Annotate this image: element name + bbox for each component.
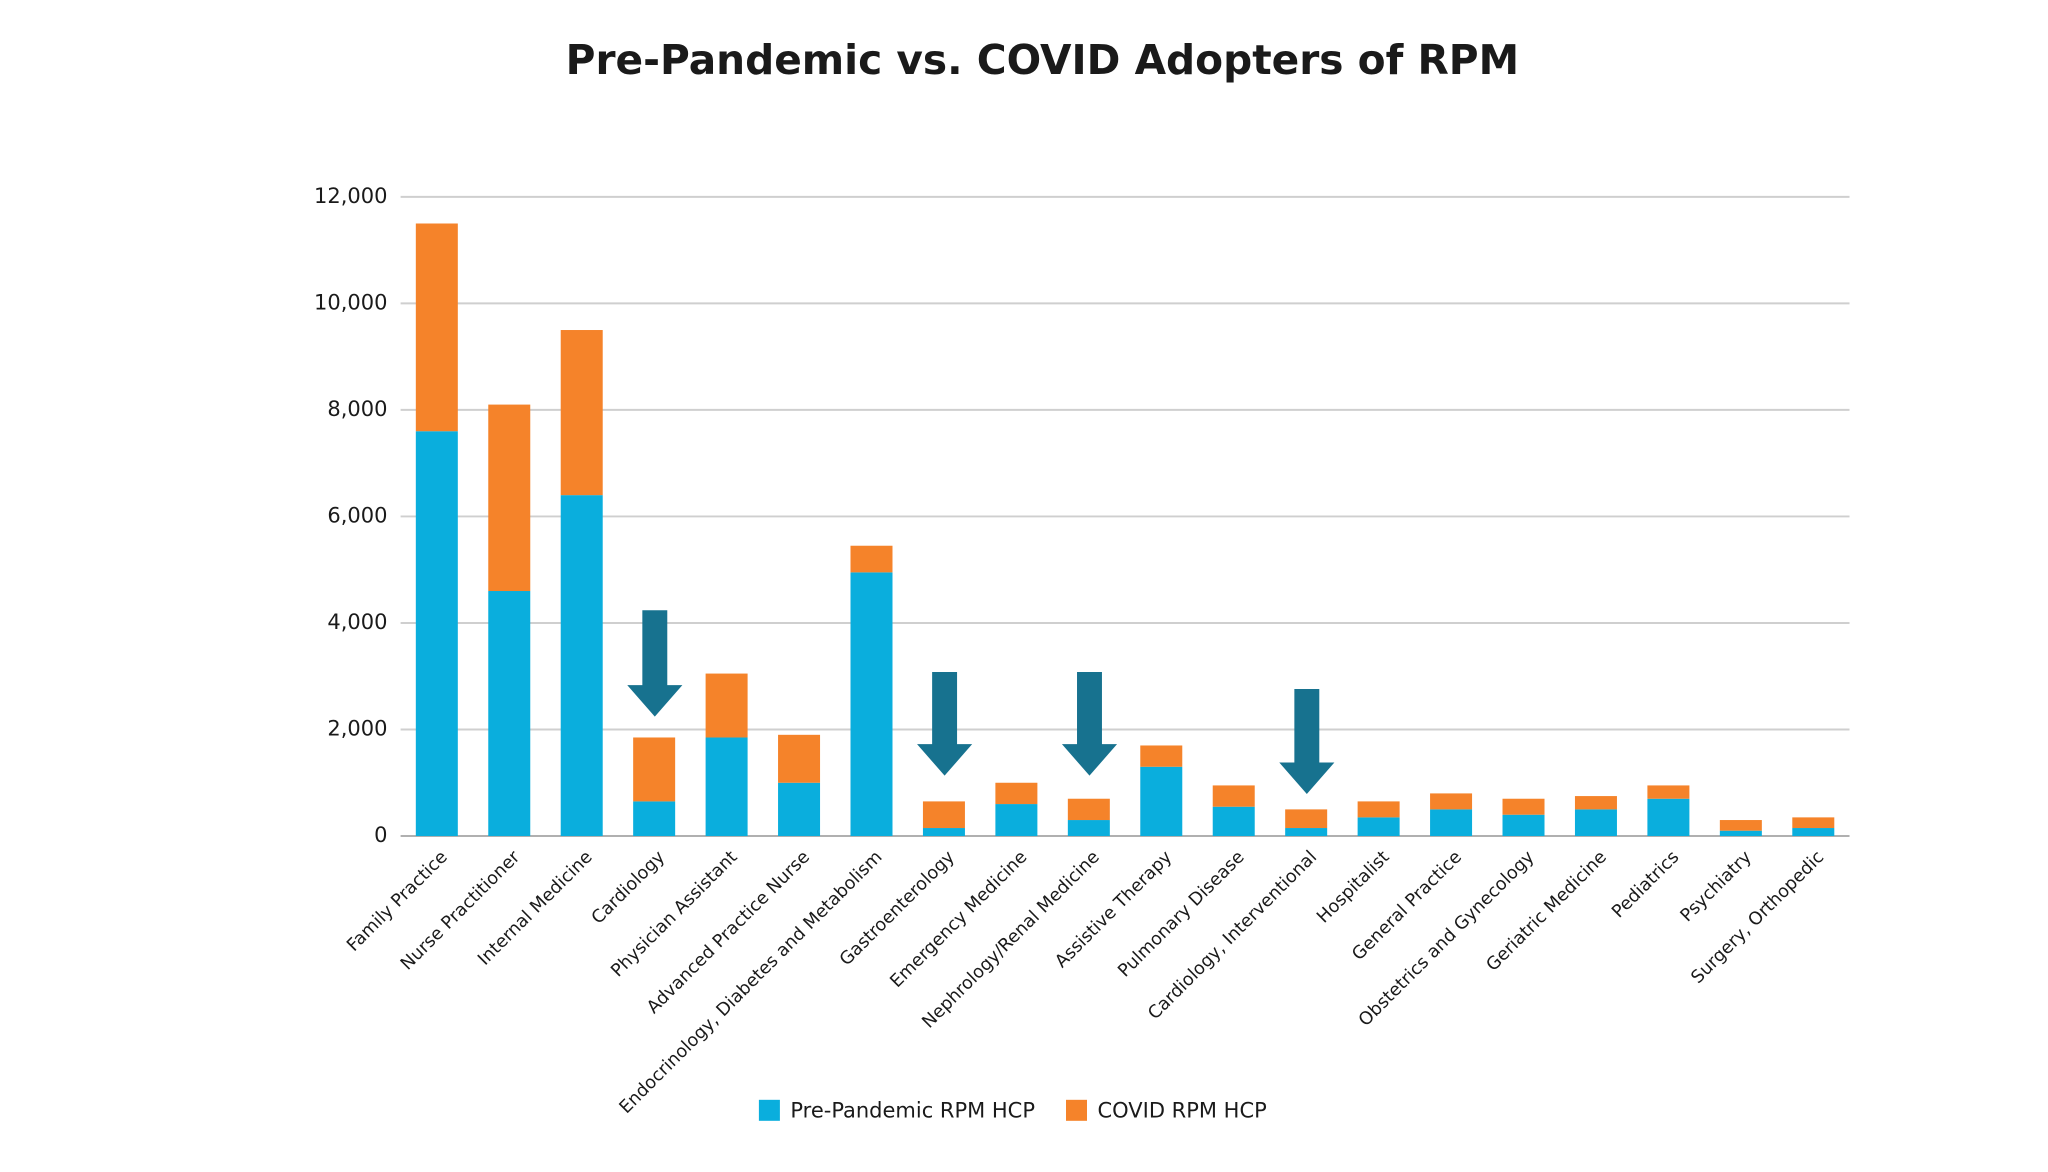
bar-segment	[415, 223, 458, 432]
bar-segment	[1285, 809, 1328, 829]
chart-title: Pre-Pandemic vs. COVID Adopters of RPM	[566, 36, 1519, 84]
bar-segment	[560, 495, 603, 837]
bar-segment	[488, 404, 531, 592]
x-tick-label: Pediatrics	[1608, 847, 1683, 922]
bar-segment	[633, 737, 676, 802]
annotation-arrow	[917, 671, 973, 776]
bar-segment	[1212, 806, 1255, 837]
x-tick-label: Surgery, Orthopedic	[1688, 847, 1829, 988]
bar-segment	[1140, 766, 1183, 837]
bar-segment	[560, 330, 603, 496]
x-tick-label: Hospitalist	[1313, 847, 1393, 927]
bar-segment	[1792, 828, 1835, 837]
legend-label: COVID RPM HCP	[1097, 1099, 1266, 1123]
bar-segment	[1140, 745, 1183, 767]
bar-segment	[1647, 798, 1690, 837]
annotation-arrow	[1061, 671, 1118, 776]
annotation-arrow	[1279, 689, 1335, 795]
bar-segment	[1357, 817, 1400, 837]
x-tick-label: Physician Assistant	[608, 847, 742, 981]
bar-segment	[633, 801, 676, 837]
bar-segment	[922, 828, 965, 837]
bar-segment	[850, 572, 893, 837]
y-tick-label: 8,000	[327, 397, 387, 421]
x-tick-label: Psychiatry	[1677, 847, 1756, 926]
y-tick-label: 4,000	[327, 610, 387, 634]
bar-segment	[1574, 796, 1617, 810]
bar-segment	[778, 734, 821, 783]
bar-segment	[1430, 793, 1473, 810]
bar-segment	[488, 591, 531, 837]
y-tick-label: 12,000	[314, 184, 387, 208]
legend-label: Pre-Pandemic RPM HCP	[790, 1099, 1035, 1123]
bar-segment	[415, 431, 458, 837]
x-tick-label: Nurse Practitioner	[397, 847, 525, 975]
bar-segment	[850, 545, 893, 573]
bar-segment	[1067, 820, 1110, 837]
legend-swatch	[1065, 1099, 1087, 1121]
x-tick-label: Endocrinology, Diabetes and Metabolism	[616, 847, 887, 1118]
bar-segment	[1067, 798, 1110, 821]
annotation-arrow	[627, 610, 683, 717]
bar-segment	[995, 782, 1038, 805]
bar-segment	[922, 801, 965, 829]
bar-segment	[1212, 785, 1255, 807]
bar-segment	[995, 804, 1038, 837]
bar-segment	[1502, 798, 1545, 815]
bar-segment	[705, 673, 748, 738]
y-tick-label: 2,000	[327, 716, 387, 740]
bar-segment	[1430, 809, 1473, 837]
x-tick-label: Emergency Medicine	[887, 847, 1032, 992]
bar-segment	[1357, 801, 1400, 818]
bar-segment	[705, 737, 748, 837]
bar-segment	[1502, 814, 1545, 837]
y-tick-label: 10,000	[314, 290, 387, 314]
y-tick-label: 6,000	[327, 503, 387, 527]
x-tick-label: Pulmonary Disease	[1115, 847, 1249, 981]
bar-segment	[1285, 828, 1328, 837]
bar-segment	[778, 782, 821, 837]
bar-segment	[1574, 809, 1617, 837]
y-tick-label: 0	[374, 823, 387, 847]
bar-segment	[1792, 817, 1835, 829]
bar-segment	[1719, 830, 1762, 837]
legend-swatch	[758, 1099, 780, 1121]
bar-segment	[1719, 820, 1762, 831]
x-tick-label: Geriatric Medicine	[1483, 847, 1611, 975]
bar-segment	[1647, 785, 1690, 799]
